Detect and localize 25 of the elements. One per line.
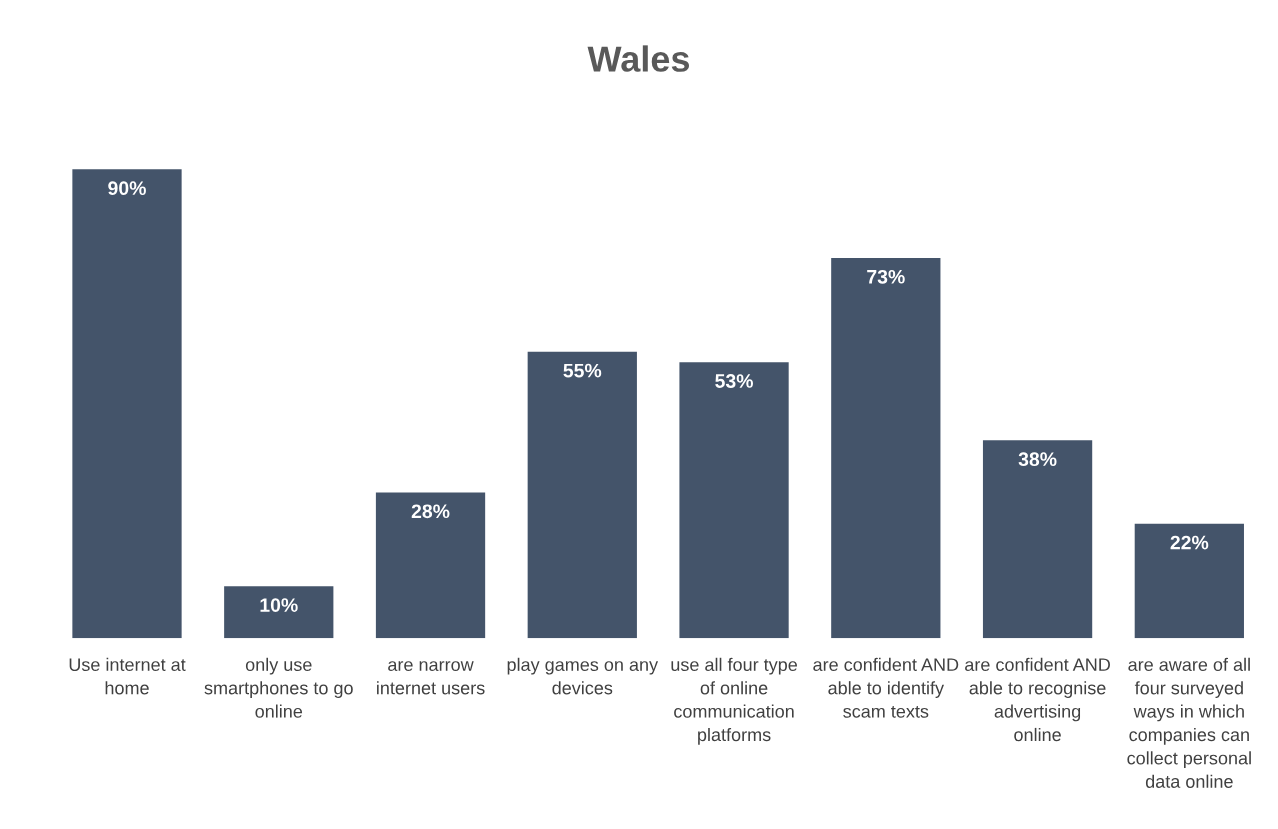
bar (831, 257, 941, 639)
bar (679, 362, 789, 639)
x-tick-label: are aware of all four surveyed ways in which companies can collect personal data online (1127, 657, 1251, 788)
data-label: 10% (260, 598, 298, 612)
bar (224, 586, 334, 639)
x-tick-label: are confident AND able to identify scam texts (813, 657, 959, 718)
data-label: 73% (867, 269, 905, 284)
bar (527, 351, 637, 639)
x-tick-label: only use smartphones to go online (204, 657, 353, 718)
x-tick-label: are confident AND able to recognise advertising online (965, 657, 1110, 742)
bar (982, 440, 1093, 639)
chart-title: Wales (587, 45, 690, 72)
data-label: 53% (715, 374, 753, 388)
data-label: 55% (563, 363, 602, 378)
bar (1134, 523, 1244, 639)
bar (72, 169, 182, 639)
data-label: 90% (108, 181, 146, 196)
x-tick-label: use all four type of online communication platforms (671, 657, 797, 745)
x-tick-label: are narrow internet users (377, 661, 485, 695)
data-label: 28% (411, 504, 450, 519)
x-tick-label: play games on any devices (507, 657, 659, 695)
data-label: 22% (1170, 535, 1209, 550)
bar (375, 492, 486, 639)
data-label: 38% (1018, 452, 1057, 467)
x-tick-label: Use internet at home (69, 657, 186, 695)
